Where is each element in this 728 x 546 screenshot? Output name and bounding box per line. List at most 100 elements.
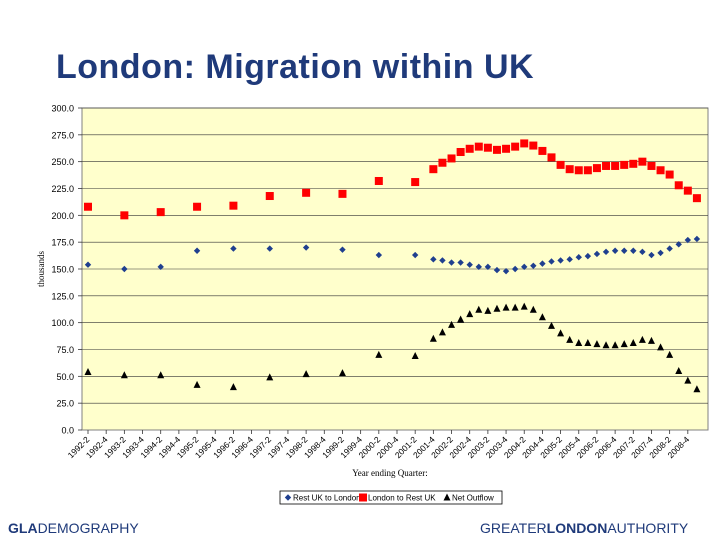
- data-point: [629, 159, 638, 168]
- data-point: [492, 145, 501, 154]
- y-tick-label: 125.0: [51, 291, 74, 301]
- data-point: [502, 267, 510, 275]
- data-point: [620, 160, 629, 169]
- data-point: [84, 202, 92, 211]
- legend-label: Rest UK to London: [293, 494, 361, 503]
- data-point: [411, 351, 419, 359]
- data-point: [566, 335, 574, 343]
- data-point: [556, 160, 565, 169]
- y-tick-label: 250.0: [51, 157, 74, 167]
- data-point: [611, 341, 619, 349]
- data-point: [474, 142, 483, 151]
- greater-london-authority-logo: GREATERLONDONAUTHORITY: [480, 520, 688, 536]
- data-point: [456, 148, 465, 157]
- y-tick-label: 200.0: [51, 211, 74, 221]
- data-point: [475, 305, 483, 313]
- data-point: [602, 341, 610, 349]
- y-tick-label: 225.0: [51, 184, 74, 194]
- y-tick-label: 275.0: [51, 130, 74, 140]
- data-point: [565, 165, 574, 174]
- x-axis-label: Year ending Quarter:: [352, 468, 428, 478]
- legend-marker: [359, 493, 367, 502]
- data-point: [630, 247, 637, 254]
- data-point: [575, 339, 583, 347]
- data-point: [584, 252, 592, 260]
- data-point: [120, 211, 129, 220]
- migration-chart: 0.0 25.0 50.0 75.0 100.0 125.0 150.0 175.0 200.0…: [36, 104, 709, 505]
- data-point: [429, 165, 438, 174]
- logo-gla-text: GLA: [8, 520, 38, 536]
- data-point: [447, 154, 456, 163]
- legend-marker: [284, 494, 292, 501]
- data-point: [693, 235, 701, 243]
- data-point: [84, 368, 92, 376]
- data-point: [430, 256, 437, 263]
- data-point: [448, 259, 455, 266]
- data-point: [493, 304, 501, 312]
- gla-demography-logo: GLADEMOGRAPHY: [8, 520, 139, 536]
- data-point: [638, 157, 647, 166]
- data-point: [529, 305, 537, 313]
- data-point: [629, 339, 637, 347]
- data-point: [193, 202, 202, 211]
- data-point: [693, 385, 701, 393]
- data-point: [665, 170, 674, 179]
- data-point: [684, 236, 692, 244]
- data-point: [230, 245, 237, 252]
- data-point: [547, 153, 556, 162]
- data-point: [611, 161, 620, 170]
- data-point: [621, 247, 628, 254]
- data-point: [475, 263, 482, 271]
- data-point: [339, 246, 346, 253]
- data-point: [530, 262, 537, 269]
- data-point: [266, 373, 274, 381]
- data-point: [592, 164, 601, 173]
- logo-greater-text: GREATER: [480, 520, 547, 536]
- data-point: [593, 340, 601, 348]
- data-point: [539, 260, 546, 267]
- data-point: [647, 161, 656, 170]
- data-point: [439, 257, 446, 264]
- data-point: [457, 315, 465, 323]
- data-point: [648, 251, 655, 259]
- data-point: [338, 189, 347, 198]
- data-point: [656, 166, 665, 175]
- data-point: [375, 251, 383, 259]
- data-point: [502, 303, 510, 311]
- y-tick-label: 175.0: [51, 238, 74, 248]
- data-point: [121, 265, 128, 273]
- data-point: [647, 336, 655, 344]
- data-point: [120, 371, 128, 379]
- data-point: [438, 158, 447, 167]
- data-point: [193, 247, 201, 254]
- y-tick-label: 150.0: [51, 265, 74, 275]
- data-point: [557, 257, 564, 264]
- data-point: [583, 166, 592, 175]
- data-point: [620, 340, 628, 348]
- data-point: [429, 334, 437, 342]
- slide-title: London: Migration within UK: [56, 48, 535, 86]
- data-point: [338, 369, 346, 377]
- y-axis-label: thousands: [36, 251, 46, 287]
- data-point: [511, 303, 519, 311]
- data-point: [611, 247, 619, 254]
- data-point: [602, 248, 610, 256]
- data-point: [684, 376, 692, 384]
- legend-marker: [443, 493, 451, 501]
- data-point: [302, 244, 310, 251]
- legend-label: Net Outflow: [452, 494, 494, 503]
- y-tick-label: 100.0: [51, 318, 74, 328]
- y-tick-label: 50.0: [56, 372, 74, 382]
- data-point: [411, 251, 419, 259]
- data-point: [484, 263, 492, 271]
- y-tick-label: 0.0: [61, 426, 74, 436]
- data-point: [157, 263, 164, 271]
- data-point: [548, 258, 555, 265]
- data-point: [675, 241, 682, 248]
- data-point: [602, 161, 611, 170]
- logo-demography-text: DEMOGRAPHY: [37, 520, 139, 536]
- data-point: [548, 321, 555, 329]
- data-point: [448, 320, 456, 328]
- data-point: [692, 194, 701, 203]
- data-point: [511, 142, 520, 151]
